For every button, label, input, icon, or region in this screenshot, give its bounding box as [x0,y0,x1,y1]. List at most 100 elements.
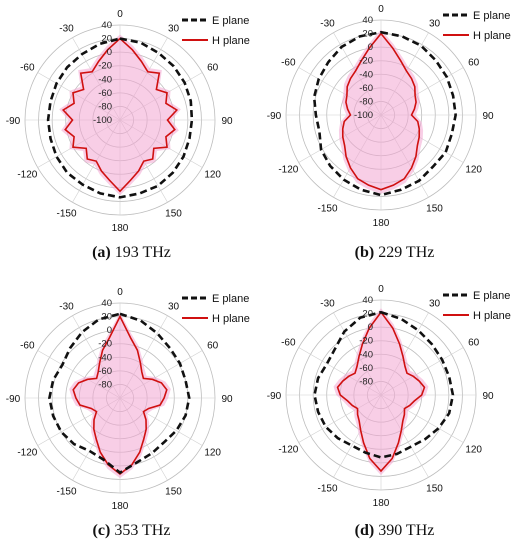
h-plane-series [341,32,421,191]
angle-tick-label: 0 [378,4,384,15]
angle-tick-label: 90 [221,394,233,405]
angle-tick-label: -90 [267,391,282,402]
radial-tick-label: -60 [98,366,112,377]
angle-tick-label: 180 [373,218,390,229]
radial-tick-label: -20 [359,56,373,67]
legend-h-plane-label: H plane [473,30,511,42]
radial-tick-label: -20 [98,339,112,350]
angle-tick-label: -30 [59,23,74,34]
legend-h-plane-label: H plane [212,35,250,47]
radial-tick-label: 0 [368,42,373,53]
radial-tick-label: -80 [98,101,112,112]
angle-tick-label: -150 [317,484,337,495]
radial-tick-label: 40 [362,295,373,306]
radial-tick-label: -40 [359,69,373,80]
angle-tick-label: 120 [465,165,482,176]
radial-tick-label: 0 [107,47,112,58]
radial-tick-label: -20 [359,336,373,347]
angle-tick-label: -120 [17,170,37,181]
angle-tick-label: 150 [165,487,182,498]
angle-tick-label: -90 [267,111,282,122]
radial-tick-label: 20 [101,34,112,45]
polar-chart-c: 0 30 60 90 120 150 180 -150 -120 -90 -60 -30 40 20 0 -2… [6,287,250,512]
angle-tick-label: -30 [320,18,335,29]
angle-tick-label: 60 [207,63,219,74]
radial-tick-label: -100 [354,110,373,121]
caption-c: (c) 353 THz [92,522,171,539]
h-plane-shade [69,312,171,479]
legend-e-plane-label: E plane [212,293,249,305]
radial-tick-label: 40 [101,20,112,31]
angle-tick-label: 30 [429,18,441,29]
caption-d: (d) 390 THz [354,522,435,539]
radial-tick-label: 20 [362,29,373,40]
angle-tick-label: 150 [426,484,443,495]
radial-tick-label: -60 [359,83,373,94]
e-plane-series [312,30,457,197]
radial-tick-label: 20 [101,312,112,323]
angle-tick-label: -60 [281,338,296,349]
radial-tick-label: 20 [362,309,373,320]
h-plane-shade [333,308,429,476]
angle-tick-label: 180 [373,498,390,509]
panel-b: 0 30 60 90 120 150 180 -150 -120 -90 -60 -30 40 20 0 -2… [263,0,526,275]
e-plane-series [46,37,194,199]
angle-tick-label: -30 [59,301,74,312]
angle-tick-label: -60 [20,63,35,74]
angle-tick-label: 30 [168,301,180,312]
polar-chart-b: 0 30 60 90 120 150 180 -150 -120 -90 -60 -30 40 20 0 -2… [267,4,511,229]
panel-d: 0 30 60 90 120 150 180 -150 -120 -90 -60 -30 40 20 0 -2… [263,275,526,550]
panel-c: 0 30 60 90 120 150 180 -150 -120 -90 -60 -30 40 20 0 -2… [0,275,263,550]
angle-tick-label: 60 [468,338,480,349]
legend-h-plane-label: H plane [473,310,511,322]
radial-tick-label: -40 [359,349,373,360]
radial-tick-label: 40 [101,298,112,309]
radial-tick-label: 0 [368,322,373,333]
angle-tick-label: 90 [482,391,494,402]
angle-tick-label: 120 [204,448,221,459]
angle-tick-label: 180 [112,501,129,512]
angle-tick-label: 120 [465,445,482,456]
angle-tick-label: -120 [17,448,37,459]
radial-tick-label: -80 [359,96,373,107]
radial-tick-label: -40 [98,74,112,85]
angle-tick-label: -150 [317,204,337,215]
angle-tick-label: 60 [468,58,480,69]
h-plane-series [61,37,179,193]
radial-tick-label: -80 [359,376,373,387]
angle-tick-label: -90 [6,116,21,127]
radial-tick-label: -60 [359,363,373,374]
angle-tick-label: -120 [278,445,298,456]
angle-tick-label: -150 [56,487,76,498]
angle-tick-label: 180 [112,223,129,234]
e-plane-series [48,312,191,475]
angle-tick-label: 60 [207,341,219,352]
angle-tick-label: 90 [482,111,494,122]
angle-tick-label: 120 [204,170,221,181]
h-plane-series [336,310,426,473]
h-plane-shade [338,29,424,194]
h-plane-shade [59,34,181,196]
angle-tick-label: 30 [168,23,180,34]
radial-tick-label: -100 [93,115,112,126]
polar-chart-d: 0 30 60 90 120 150 180 -150 -120 -90 -60 -30 40 20 0 -2… [267,284,511,509]
legend-h-plane-label: H plane [212,313,250,325]
panel-a: 0 30 60 90 120 150 180 -150 -120 -90 -60 -30 40 20 0 -2… [0,0,263,275]
angle-tick-label: 0 [117,9,123,20]
legend-e-plane-label: E plane [212,15,249,27]
angle-tick-label: 150 [426,204,443,215]
legend-e-plane-label: E plane [473,10,510,22]
radial-tick-label: -80 [98,379,112,390]
angle-tick-label: 90 [221,116,233,127]
angle-tick-label: 0 [117,287,123,298]
radial-tick-label: 40 [362,15,373,26]
radial-tick-label: -60 [98,88,112,99]
angle-tick-label: -150 [56,209,76,220]
caption-a: (a) 193 THz [92,244,171,261]
caption-b: (b) 229 THz [354,244,435,261]
radial-tick-label: 0 [107,325,112,336]
angle-tick-label: -90 [6,394,21,405]
legend-e-plane-label: E plane [473,290,510,302]
angle-tick-label: -60 [281,58,296,69]
